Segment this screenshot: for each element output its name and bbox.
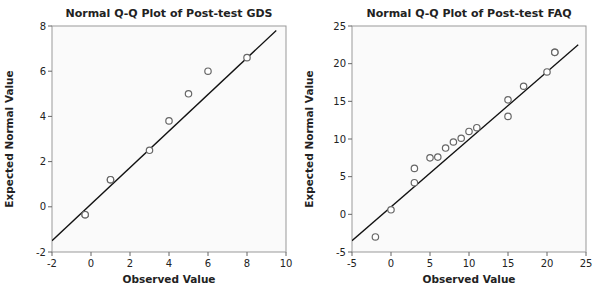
point <box>166 118 172 124</box>
y-axis-label: Expected Normal Value <box>303 70 315 207</box>
x-tick-label: 5 <box>427 258 433 269</box>
y-tick <box>48 71 52 72</box>
x-tick <box>169 252 170 256</box>
y-tick <box>48 116 52 117</box>
y-tick-label: -5 <box>336 247 346 258</box>
x-tick <box>208 252 209 256</box>
x-tick-label: 20 <box>541 258 554 269</box>
point <box>466 128 472 134</box>
x-tick-label: -5 <box>347 258 357 269</box>
x-axis-label: Observed Value <box>423 273 516 285</box>
point <box>552 49 558 55</box>
point <box>411 179 417 185</box>
point <box>450 139 456 145</box>
point <box>82 212 88 218</box>
plot-area <box>52 26 286 252</box>
data-area <box>352 45 578 241</box>
x-tick-label: 15 <box>502 258 515 269</box>
title: Normal Q-Q Plot of Post-test FAQ <box>366 7 571 20</box>
reference-line <box>52 31 276 241</box>
point <box>107 176 113 182</box>
point <box>107 176 113 182</box>
point <box>505 97 511 103</box>
y-tick <box>48 161 52 162</box>
y-tick <box>348 214 352 215</box>
x-tick <box>91 252 92 256</box>
point <box>146 147 152 153</box>
x-tick <box>586 252 587 256</box>
y-tick-label: 4 <box>40 111 46 122</box>
point <box>552 49 558 55</box>
x-tick-label: 4 <box>166 258 172 269</box>
y-tick-label: 0 <box>340 209 346 220</box>
y-tick <box>348 176 352 177</box>
x-tick-label: 10 <box>280 258 293 269</box>
x-tick <box>130 252 131 256</box>
y-tick <box>348 101 352 102</box>
x-tick-label: 25 <box>580 258 593 269</box>
x-tick-label: 2 <box>127 258 133 269</box>
point <box>520 83 526 89</box>
x-tick-label: 6 <box>205 258 211 269</box>
y-tick <box>48 26 52 27</box>
y-tick <box>48 252 52 253</box>
plot-area <box>352 26 586 252</box>
point <box>244 54 250 60</box>
figure: -2 0 2 4 6 8 10 -2 0 2 4 6 8 Normal Q-Q Plot of Post-… <box>0 0 600 292</box>
y-tick-label: 5 <box>340 171 346 182</box>
y-tick-label: 2 <box>40 156 46 167</box>
data-area <box>52 31 276 241</box>
x-tick <box>508 252 509 256</box>
x-tick-label: -2 <box>47 258 57 269</box>
x-axis-label: Observed Value <box>123 273 216 285</box>
y-tick-label: 10 <box>333 134 346 145</box>
y-tick-label: 20 <box>333 58 346 69</box>
frame <box>352 26 586 252</box>
x-tick <box>391 252 392 256</box>
point <box>372 234 378 240</box>
x-tick-label: 0 <box>88 258 94 269</box>
point <box>435 154 441 160</box>
y-tick-label: 15 <box>333 96 346 107</box>
x-tick <box>52 252 53 256</box>
y-tick-label: 25 <box>333 21 346 32</box>
title: Normal Q-Q Plot of Post-test GDS <box>65 7 272 20</box>
y-tick <box>348 252 352 253</box>
x-tick-label: 10 <box>463 258 476 269</box>
x-tick-label: 0 <box>388 258 394 269</box>
y-tick <box>48 206 52 207</box>
x-tick <box>469 252 470 256</box>
point <box>185 91 191 97</box>
point <box>82 212 88 218</box>
x-tick <box>352 252 353 256</box>
point <box>205 68 211 74</box>
x-tick <box>547 252 548 256</box>
panel: -5 0 5 10 15 20 25 -5 0 5 10 15 20 25 Normal Q-Q Plot … <box>303 7 592 285</box>
y-tick-label: -2 <box>36 247 46 258</box>
x-tick-label: 8 <box>244 258 250 269</box>
y-tick-label: 0 <box>40 201 46 212</box>
x-tick <box>286 252 287 256</box>
point <box>474 125 480 131</box>
y-tick-label: 6 <box>40 66 46 77</box>
point <box>505 113 511 119</box>
x-tick <box>247 252 248 256</box>
point <box>458 135 464 141</box>
reference-line <box>352 45 578 241</box>
y-tick <box>348 139 352 140</box>
x-tick <box>430 252 431 256</box>
y-axis-label: Expected Normal Value <box>3 70 15 207</box>
frame <box>52 26 286 252</box>
point <box>388 207 394 213</box>
point <box>427 155 433 161</box>
panel: -2 0 2 4 6 8 10 -2 0 2 4 6 8 Normal Q-Q Plot of Post-… <box>3 7 292 285</box>
y-tick <box>348 63 352 64</box>
y-tick-label: 8 <box>40 21 46 32</box>
point <box>544 69 550 75</box>
point <box>442 145 448 151</box>
y-tick <box>348 26 352 27</box>
point <box>411 165 417 171</box>
